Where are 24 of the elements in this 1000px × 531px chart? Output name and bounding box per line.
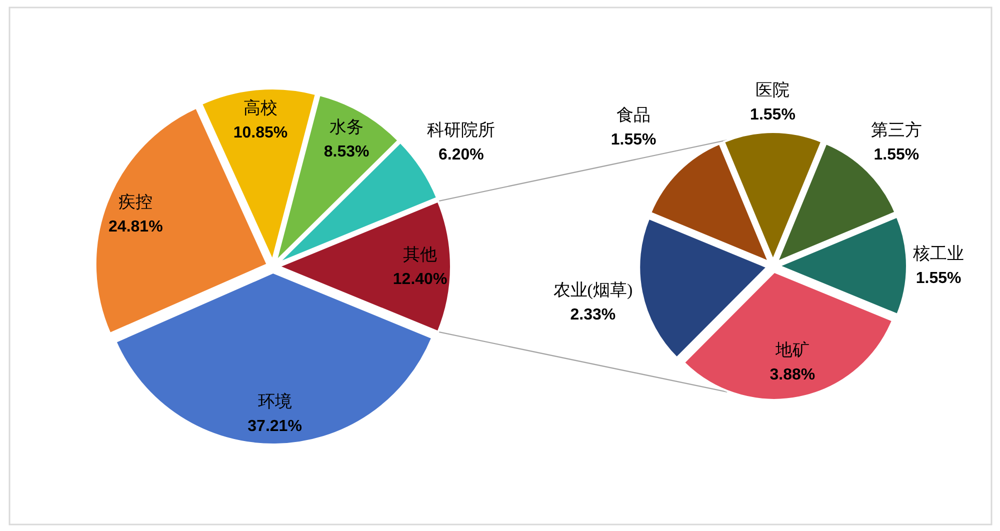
slice-label: 疾控 — [118, 192, 153, 212]
slice-label: 其他 — [403, 245, 438, 264]
slice-label: 食品 — [616, 105, 651, 124]
slice-label: 高校 — [243, 98, 278, 118]
slice-label: 农业(烟草) — [553, 280, 633, 300]
data-label: 1.55% — [610, 131, 656, 148]
slice-label: 水务 — [330, 118, 364, 137]
data-label: 3.88% — [770, 366, 816, 384]
data-label: 2.33% — [570, 306, 616, 324]
data-label: 1.55% — [916, 270, 962, 288]
slice-label: 科研院所 — [427, 120, 496, 140]
data-label: 8.53% — [324, 144, 370, 161]
data-label: 6.20% — [438, 146, 484, 164]
data-label: 10.85% — [233, 124, 288, 142]
data-label: 12.40% — [392, 271, 448, 288]
data-label: 24.81% — [108, 218, 163, 236]
slice-label: 核工业 — [912, 244, 964, 264]
data-label: 37.21% — [248, 418, 302, 436]
slice-label: 医院 — [756, 80, 790, 100]
data-label: 1.55% — [874, 146, 920, 164]
slice-label: 第三方 — [870, 120, 922, 140]
data-label: 1.55% — [750, 106, 796, 124]
slice-label: 地矿 — [774, 340, 810, 360]
slice-label: 环境 — [258, 392, 292, 412]
